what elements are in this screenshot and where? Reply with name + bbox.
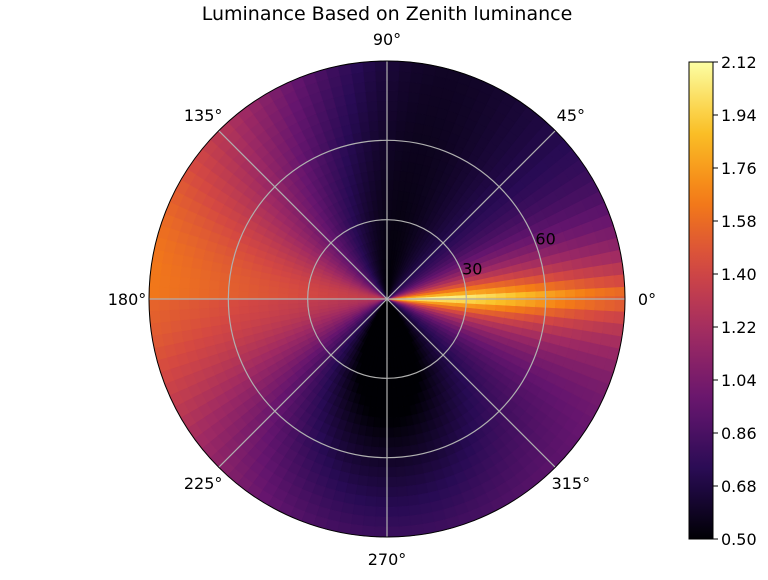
luminance-field bbox=[148, 60, 626, 538]
chart-title: Luminance Based on Zenith luminance bbox=[202, 3, 573, 25]
colorbar-gradient bbox=[688, 61, 714, 540]
colorbar-tick-label: 1.04 bbox=[721, 371, 757, 390]
angle-tick-label: 135° bbox=[184, 106, 223, 125]
radial-tick-labels: 30 60 bbox=[462, 229, 556, 278]
angular-gridline bbox=[218, 298, 388, 468]
angular-gridline bbox=[218, 130, 388, 300]
polar-grid bbox=[149, 61, 625, 537]
angle-tick-label: 225° bbox=[184, 474, 223, 493]
angle-tick-label: 315° bbox=[552, 474, 591, 493]
angle-tick-labels: 0° 45° 90° 135° 180° 225° 270° 315° bbox=[108, 30, 656, 569]
angle-tick-label: 90° bbox=[373, 30, 401, 49]
colorbar: 0.50 0.68 0.86 1.04 1.22 1.40 1.58 1.76 1.94 2.12 bbox=[688, 53, 757, 549]
colorbar-tick-label: 1.22 bbox=[721, 318, 757, 337]
angle-tick-label: 45° bbox=[557, 106, 585, 125]
colorbar-tick-label: 1.94 bbox=[721, 106, 757, 125]
angle-tick-label: 270° bbox=[368, 550, 407, 569]
angle-tick-label: 0° bbox=[638, 290, 656, 309]
colorbar-tick-label: 0.50 bbox=[721, 530, 757, 549]
colorbar-tick-label: 0.68 bbox=[721, 477, 757, 496]
radial-tick-label: 60 bbox=[535, 229, 555, 248]
colorbar-ticks: 0.50 0.68 0.86 1.04 1.22 1.40 1.58 1.76 1.94 2.12 bbox=[713, 53, 757, 549]
angular-gridline bbox=[386, 130, 556, 300]
colorbar-tick-label: 2.12 bbox=[721, 53, 757, 72]
plot-border bbox=[148, 60, 626, 538]
colorbar-tick-label: 1.40 bbox=[721, 265, 757, 284]
radial-tick-label: 30 bbox=[462, 260, 482, 279]
colorbar-tick-label: 0.86 bbox=[721, 424, 757, 443]
angle-tick-label: 180° bbox=[108, 290, 147, 309]
colorbar-tick-label: 1.58 bbox=[721, 212, 757, 231]
colorbar-tick-label: 1.76 bbox=[721, 159, 757, 178]
angular-gridline bbox=[386, 298, 556, 468]
